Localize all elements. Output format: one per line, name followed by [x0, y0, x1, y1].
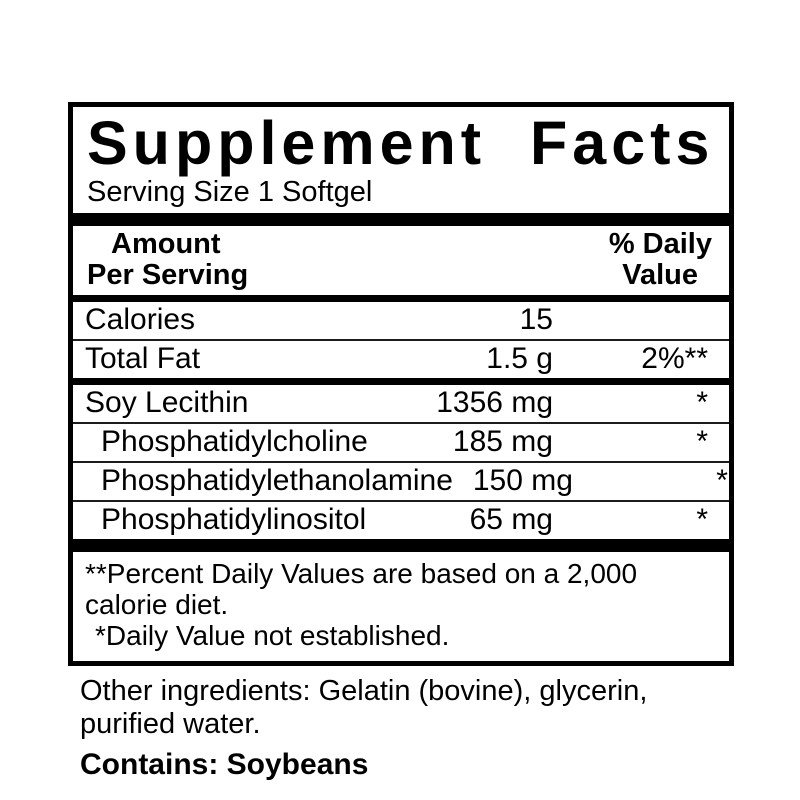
divider-thin [73, 422, 729, 425]
row-total-fat: Total Fat 1.5 g 2%** [73, 341, 729, 378]
nutrient-amount: 65 mg [469, 503, 553, 537]
amount-header-line2: Per Serving [87, 259, 249, 292]
nutrient-amount: 1.5 g [486, 342, 553, 376]
nutrient-amount: 185 mg [452, 425, 553, 459]
nutrient-daily-value: * [696, 386, 708, 420]
nutrient-daily-value: * [696, 425, 708, 459]
supplement-label: Supplement Facts Serving Size 1 Softgel … [68, 102, 734, 782]
amount-per-serving-header: Amount Per Serving [73, 229, 248, 291]
panel-title: Supplement Facts [87, 109, 715, 177]
divider-thick-bottom [73, 539, 729, 553]
daily-value-header: % Daily Value [609, 229, 729, 291]
amount-header-line1: Amount [111, 228, 221, 261]
divider-thin [73, 461, 729, 464]
divider-medium-fat [73, 378, 729, 386]
row-soy-lecithin: Soy Lecithin 1356 mg * [73, 385, 729, 422]
nutrient-daily-value: * [696, 503, 708, 537]
nutrient-daily-value: * [716, 464, 728, 498]
nutrient-name: Total Fat [85, 342, 201, 376]
footnote-daily-value-not-established: *Daily Value not established. [95, 620, 450, 652]
nutrient-name: Soy Lecithin [85, 386, 249, 420]
nutrient-amount: 1356 mg [436, 386, 553, 420]
daily-value-header-line1: % Daily [608, 228, 712, 261]
nutrient-name: Phosphatidylcholine [101, 425, 368, 459]
nutrient-daily-value: 2%** [641, 342, 708, 376]
nutrient-name: Calories [85, 303, 196, 337]
footnote-percent-daily-values: **Percent Daily Values are based on a 2,… [85, 558, 638, 621]
nutrient-name: Phosphatidylinositol [101, 503, 367, 537]
supplement-facts-panel: Supplement Facts Serving Size 1 Softgel … [68, 102, 734, 667]
nutrient-name: Phosphatidylethanolamine [101, 464, 453, 498]
below-panel-text: Other ingredients: Gelatin (bovine), gly… [68, 666, 734, 782]
footnotes: **Percent Daily Values are based on a 2,… [73, 552, 729, 661]
column-header: Amount Per Serving % Daily Value [73, 226, 729, 295]
nutrient-amount: 15 [519, 303, 553, 337]
divider-medium-header [73, 295, 729, 303]
row-phosphatidylethanolamine: Phosphatidylethanolamine 150 mg * [73, 463, 729, 500]
row-calories: Calories 15 [73, 302, 729, 339]
contains-allergen-text: Contains: Soybeans [80, 748, 369, 782]
divider-thin [73, 339, 729, 342]
divider-thin [73, 500, 729, 503]
nutrient-amount: 150 mg [472, 464, 573, 498]
divider-thick-top [73, 213, 729, 227]
daily-value-header-line2: Value [622, 259, 698, 292]
serving-size: Serving Size 1 Softgel [87, 176, 373, 209]
other-ingredients-text: Other ingredients: Gelatin (bovine), gly… [80, 675, 648, 741]
row-phosphatidylinositol: Phosphatidylinositol 65 mg * [73, 502, 729, 539]
row-phosphatidylcholine: Phosphatidylcholine 185 mg * [73, 424, 729, 461]
